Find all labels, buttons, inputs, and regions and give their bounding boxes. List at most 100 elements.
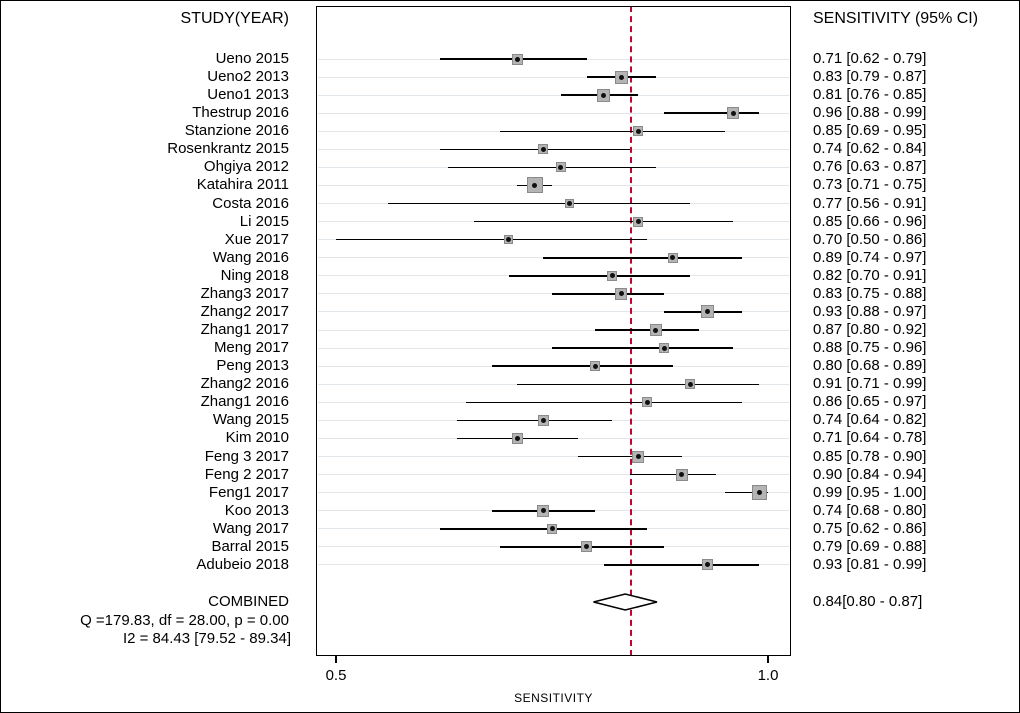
plot-area-frame (316, 6, 791, 656)
ci-line (543, 257, 743, 259)
point-marker (540, 508, 546, 514)
estimate-text: 0.93 [0.81 - 0.99] (813, 555, 927, 573)
ci-line (577, 455, 682, 458)
study-label: Thestrup 2016 (192, 104, 289, 122)
ci-line (500, 130, 725, 133)
grid-line (318, 492, 789, 494)
study-label: Ueno1 2013 (207, 86, 289, 104)
ci-line (552, 347, 734, 349)
grid-line (318, 112, 789, 114)
point-marker (705, 309, 711, 315)
heterogeneity-q-text: Q =179.83, df = 28.00, p = 0.00 (80, 612, 289, 629)
point-marker (635, 219, 641, 225)
ci-line (629, 473, 717, 476)
estimate-text: 0.99 [0.95 - 1.00] (813, 483, 927, 501)
estimate-text: 0.90 [0.84 - 0.94] (813, 465, 927, 483)
study-label: Ohgiya 2012 (203, 158, 289, 176)
estimate-text: 0.85 [0.66 - 0.96] (813, 212, 927, 230)
study-label: Zhang1 2017 (200, 321, 289, 339)
estimate-text: 0.74 [0.68 - 0.80] (813, 501, 927, 519)
study-label: Peng 2013 (216, 357, 289, 375)
study-column-header: STUDY(YEAR) (180, 10, 289, 27)
estimate-text: 0.87 [0.80 - 0.92] (813, 321, 927, 339)
point-marker (679, 472, 685, 478)
point-marker (549, 526, 555, 532)
estimate-text: 0.71 [0.64 - 0.78] (813, 429, 927, 447)
study-label: Kim 2010 (225, 429, 289, 447)
ci-line (387, 202, 691, 205)
x-axis-tick (767, 656, 769, 663)
ci-line (439, 148, 630, 151)
pooled-estimate-line (629, 6, 632, 656)
x-tick-label: 0.5 (325, 667, 347, 684)
study-label: Zhang2 2017 (200, 302, 289, 320)
point-marker (566, 201, 572, 207)
study-label: Zhang1 2016 (200, 393, 289, 411)
estimate-text: 0.74 [0.64 - 0.82] (813, 411, 927, 429)
ci-line (664, 112, 760, 114)
grid-line (318, 329, 789, 331)
point-marker (635, 454, 641, 460)
study-label: Wang 2016 (212, 248, 289, 266)
heterogeneity-i2-text: I2 = 84.43 [79.52 - 89.34] (122, 630, 291, 647)
estimate-text: 0.82 [0.70 - 0.91] (813, 266, 927, 284)
study-label: Feng1 2017 (208, 483, 289, 501)
study-label: Costa 2016 (212, 194, 289, 212)
ci-line (552, 293, 665, 295)
study-label: Ning 2018 (220, 266, 289, 284)
grid-line (318, 184, 789, 186)
grid-line (318, 564, 789, 566)
study-label: Li 2015 (239, 212, 289, 230)
point-marker (558, 164, 564, 170)
estimate-text: 0.96 [0.88 - 0.99] (813, 104, 927, 122)
point-marker (514, 56, 520, 62)
estimate-text: 0.80 [0.68 - 0.89] (813, 357, 927, 375)
estimate-text: 0.86 [0.65 - 0.97] (813, 393, 927, 411)
study-label: Barral 2015 (211, 537, 289, 555)
point-marker (514, 435, 520, 441)
point-marker (540, 417, 546, 423)
study-label: Ueno2 2013 (207, 68, 289, 86)
ci-line (603, 564, 760, 566)
ci-line (456, 419, 613, 422)
study-label: Feng 2 2017 (204, 465, 289, 483)
ci-line (595, 329, 699, 331)
point-marker (584, 544, 590, 550)
point-marker (592, 363, 598, 369)
ci-line (474, 220, 734, 223)
estimate-text: 0.83 [0.79 - 0.87] (813, 68, 927, 86)
estimate-text: 0.85 [0.78 - 0.90] (813, 447, 927, 465)
study-label: Stanzione 2016 (184, 122, 289, 140)
x-axis-title: SENSITIVITY (514, 691, 593, 705)
grid-line (318, 76, 789, 78)
point-marker (540, 146, 546, 152)
x-axis-tick (335, 656, 337, 663)
point-marker (532, 182, 538, 188)
study-label: Katahira 2011 (196, 176, 289, 194)
point-marker (609, 273, 615, 279)
estimate-text: 0.76 [0.63 - 0.87] (813, 158, 927, 176)
estimate-text: 0.79 [0.69 - 0.88] (813, 537, 927, 555)
ci-line (508, 275, 691, 277)
point-marker (653, 327, 659, 333)
estimate-text: 0.74 [0.62 - 0.84] (813, 140, 927, 158)
point-marker (730, 110, 736, 116)
estimate-text: 0.81 [0.76 - 0.85] (813, 86, 927, 104)
point-marker (670, 255, 676, 261)
grid-line (318, 456, 789, 458)
grid-line (318, 311, 789, 313)
estimate-text: 0.77 [0.56 - 0.91] (813, 194, 927, 212)
estimate-text: 0.73 [0.71 - 0.75] (813, 176, 927, 194)
combined-estimate-text: 0.84[0.80 - 0.87] (813, 593, 923, 610)
ci-line (465, 401, 743, 404)
estimate-text: 0.88 [0.75 - 0.96] (813, 339, 927, 357)
combined-diamond (593, 593, 658, 611)
grid-line (318, 94, 789, 96)
estimate-column-header: SENSITIVITY (95% CI) (813, 10, 979, 27)
ci-line (448, 166, 656, 169)
ci-line (724, 491, 768, 494)
combined-label: COMBINED (208, 593, 289, 610)
estimate-text: 0.83 [0.75 - 0.88] (813, 284, 927, 302)
point-marker (661, 345, 667, 351)
estimate-text: 0.71 [0.62 - 0.79] (813, 50, 927, 67)
